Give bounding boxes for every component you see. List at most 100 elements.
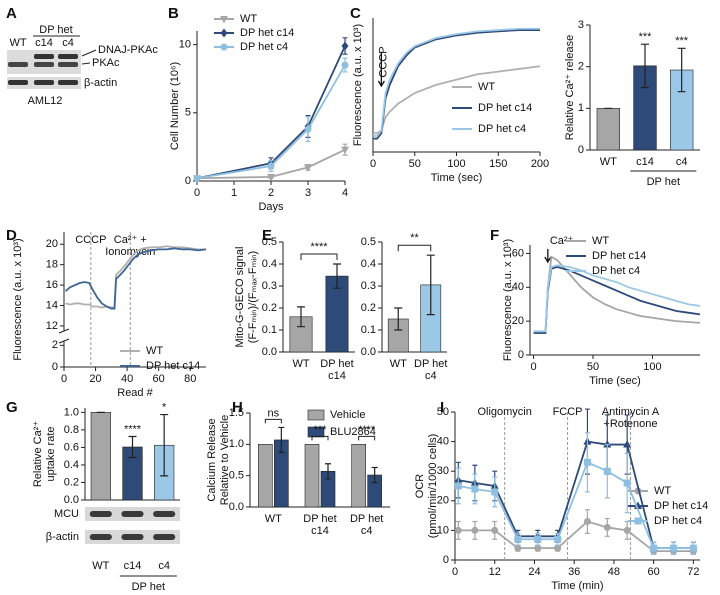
- significance-bracket: [300, 253, 338, 260]
- x-tick-label: WT: [265, 513, 282, 525]
- lane-label: c4: [62, 37, 74, 49]
- error-bar: [394, 307, 403, 331]
- series-line: [196, 64, 346, 180]
- point: [341, 41, 349, 51]
- panel-label: F: [490, 227, 499, 244]
- blot-band: [153, 534, 176, 540]
- annotation: Antimycin A: [602, 406, 660, 418]
- y-tick-label: 14: [46, 299, 58, 311]
- annotation: CCCP: [75, 234, 106, 246]
- error-bar: [677, 47, 686, 93]
- x-tick-label: c4: [425, 370, 437, 382]
- annotation-arrow: [544, 249, 552, 264]
- x-tick-label: 50: [409, 158, 421, 170]
- significance-label: *: [162, 401, 167, 413]
- significance-bracket: [264, 418, 282, 424]
- y-tick-label: 0.5: [229, 470, 244, 482]
- x-tick-label: 24: [528, 566, 540, 578]
- legend-label: DP het c4: [478, 123, 526, 135]
- annotation: Oligomycin: [477, 406, 531, 418]
- annotation: FCCP: [553, 406, 583, 418]
- legend-label: DP het c14: [240, 27, 294, 39]
- point: [670, 544, 678, 552]
- y-tick-label: 0: [578, 144, 584, 156]
- point: [491, 488, 499, 496]
- band-label: PKAc: [92, 57, 120, 69]
- annotation: Ca²⁺ +: [114, 234, 147, 246]
- point: [583, 458, 591, 466]
- y-axis-label: Calcium Release: [206, 418, 218, 501]
- x-tick-label: c4: [158, 560, 170, 572]
- x-tick-label: 72: [687, 566, 699, 578]
- lane-label: c14: [35, 37, 53, 49]
- legend-swatch: [307, 409, 325, 421]
- legend-label: DP het c14: [654, 500, 708, 512]
- y-tick-label: 0.2: [361, 302, 376, 314]
- point: [454, 482, 462, 490]
- x-tick-label: c4: [676, 156, 688, 168]
- x-tick-label: 60: [153, 373, 165, 385]
- legend-label: WT: [592, 235, 609, 247]
- legend-label: DP het c4: [654, 515, 702, 527]
- point: [471, 485, 479, 493]
- y-tick-label: 0.4: [64, 459, 79, 471]
- significance-label: ***: [675, 35, 689, 47]
- y-tick-label: 0: [52, 361, 58, 373]
- x-tick-label: 0: [531, 361, 537, 373]
- x-tick-label: c14: [636, 156, 654, 168]
- x-tick-label: 100: [447, 158, 465, 170]
- y-axis-label: (F-Fₘᵢₙ)/(Fₘₐₓ-Fₘᵢₙ): [247, 251, 259, 343]
- y-tick-label: 18: [46, 259, 58, 271]
- significance-label: ****: [358, 424, 376, 436]
- y-tick-label: 2: [52, 339, 58, 351]
- blot-band: [58, 54, 78, 59]
- panel-label: C: [350, 5, 361, 22]
- x-tick-label: 0: [61, 373, 67, 385]
- y-axis-label: uptake rate: [45, 426, 57, 481]
- y-tick-label: 20: [512, 315, 524, 327]
- x-axis-label: Read #: [117, 387, 153, 399]
- axis-break: [58, 328, 70, 344]
- legend-swatch: [307, 426, 325, 438]
- y-tick-label: 0.2: [262, 302, 277, 314]
- error-bar: [325, 463, 331, 480]
- legend-label: WT: [654, 485, 671, 497]
- y-tick-label: 20: [46, 238, 58, 250]
- blot-band: [8, 80, 28, 85]
- band-connector: [81, 49, 97, 65]
- legend-marker: [220, 43, 228, 51]
- y-tick-label: 0.0: [361, 346, 376, 358]
- x-tick-label: 50: [587, 361, 599, 373]
- point: [623, 526, 631, 534]
- point: [650, 544, 658, 552]
- legend-marker: [634, 517, 642, 525]
- panel-label: G: [6, 399, 18, 416]
- x-tick-label: 0: [194, 187, 200, 199]
- y-tick-label: 1.0: [229, 438, 244, 450]
- point: [603, 523, 611, 531]
- y-tick-label: 0.4: [262, 258, 277, 270]
- point: [454, 526, 462, 534]
- x-tick-label: WT: [92, 560, 109, 572]
- error-bar: [297, 306, 305, 328]
- significance-label: ****: [310, 241, 328, 253]
- x-tick-label: 4: [342, 187, 348, 199]
- y-tick-label: 16: [46, 279, 58, 291]
- series-line: [196, 45, 346, 180]
- blot-band: [89, 534, 112, 540]
- bar: [90, 412, 111, 501]
- y-tick-label: 0.6: [64, 441, 79, 453]
- y-tick-label: 0.2: [64, 476, 79, 488]
- legend-label: DP het c4: [592, 265, 640, 277]
- blot-band: [34, 80, 54, 85]
- point: [689, 544, 697, 552]
- error-bar: [160, 413, 169, 477]
- series-line: [65, 245, 206, 309]
- y-axis-label: Relative Ca²⁺ release: [564, 35, 576, 140]
- panel-label: I: [440, 399, 444, 416]
- point: [534, 535, 542, 543]
- point: [623, 479, 631, 487]
- group-label: DP het: [39, 24, 72, 36]
- annotation: +Rotenone: [603, 418, 657, 430]
